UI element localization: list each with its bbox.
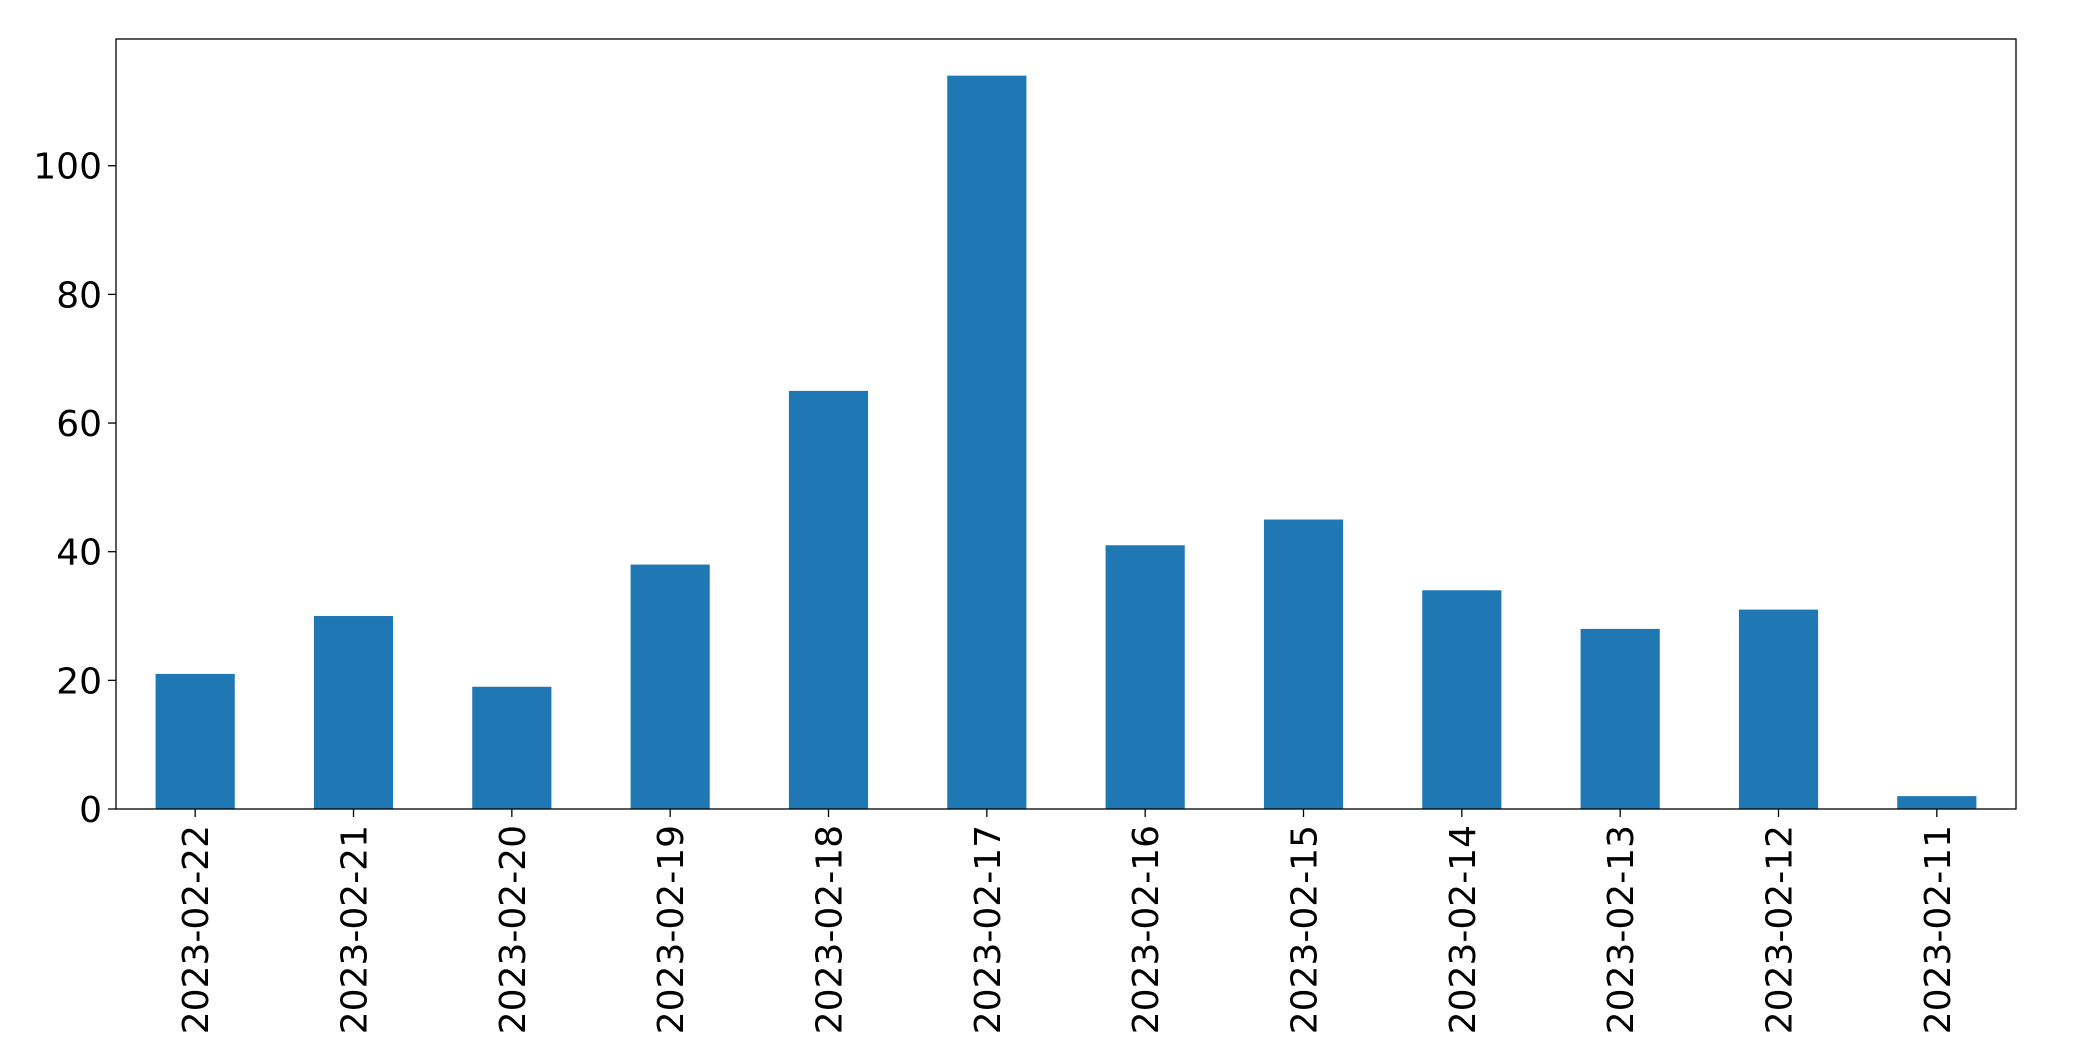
x-tick-label: 2023-02-20 <box>493 825 534 1034</box>
x-tick-label: 2023-02-15 <box>1285 825 1326 1034</box>
y-tick-label: 0 <box>79 790 102 831</box>
y-tick-label: 20 <box>56 661 102 702</box>
bar <box>313 616 394 809</box>
bar <box>788 390 869 809</box>
x-tick-label: 2023-02-12 <box>1760 825 1801 1034</box>
bar <box>947 75 1027 809</box>
x-tick-label: 2023-02-19 <box>651 825 692 1034</box>
x-tick-label: 2023-02-21 <box>335 825 376 1034</box>
x-tick-label: 2023-02-17 <box>968 825 1009 1034</box>
y-tick-label: 100 <box>33 147 102 188</box>
x-tick-label: 2023-02-18 <box>810 825 851 1034</box>
bar <box>1738 609 1819 809</box>
x-tick-label: 2023-02-22 <box>176 825 217 1034</box>
bar <box>1105 545 1185 809</box>
bar <box>1897 796 1977 809</box>
y-tick-label: 60 <box>56 404 102 445</box>
y-tick-label: 80 <box>56 275 102 316</box>
plot-frame <box>115 38 2017 810</box>
x-tick-label: 2023-02-11 <box>1918 825 1959 1034</box>
x-tick-label: 2023-02-13 <box>1601 825 1642 1034</box>
bar <box>472 686 552 809</box>
x-tick-label: 2023-02-16 <box>1126 825 1167 1034</box>
bar <box>630 564 710 809</box>
bar <box>1580 628 1660 809</box>
x-tick-label: 2023-02-14 <box>1443 825 1484 1034</box>
bar <box>1263 519 1344 809</box>
bar <box>1422 590 1502 809</box>
y-tick-label: 40 <box>56 533 102 574</box>
bar <box>155 673 235 809</box>
